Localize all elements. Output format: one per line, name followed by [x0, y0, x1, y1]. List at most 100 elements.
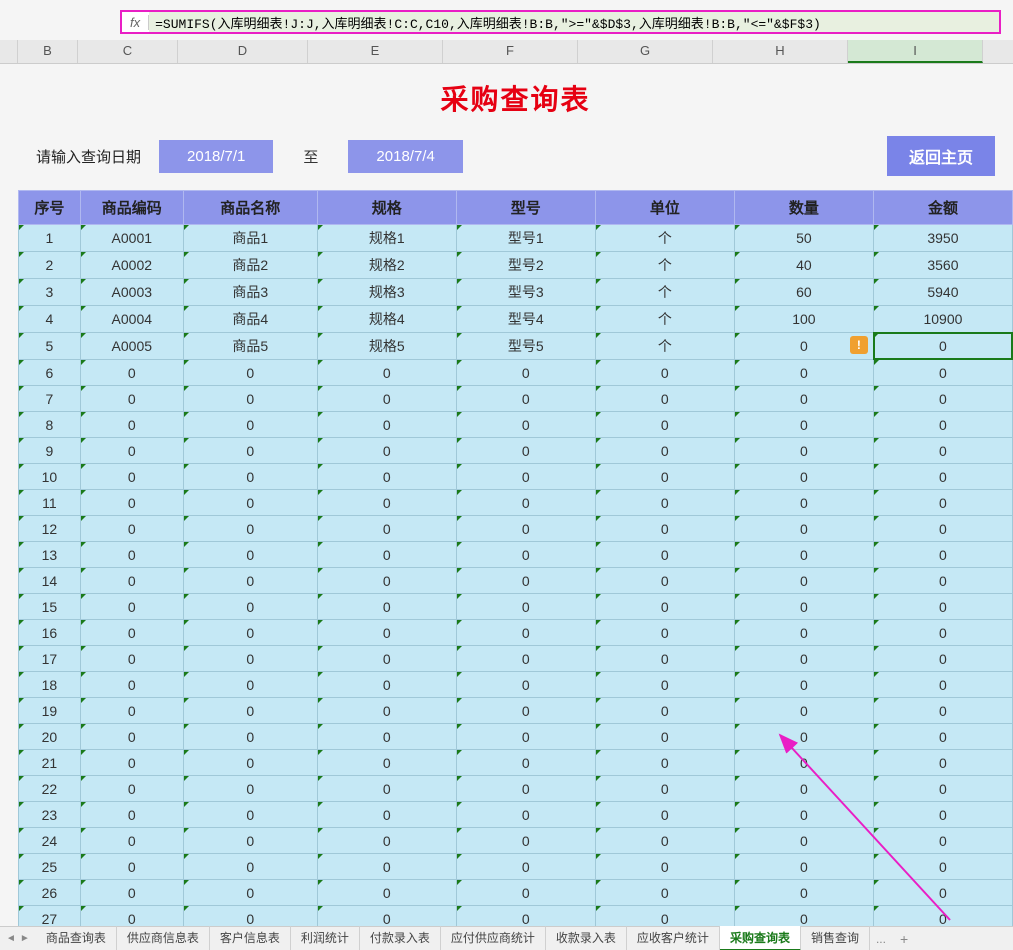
table-cell[interactable]: 0: [734, 698, 873, 724]
table-cell[interactable]: 商品2: [183, 252, 317, 279]
table-cell[interactable]: 25: [19, 854, 81, 880]
table-cell[interactable]: 0: [317, 386, 456, 412]
table-cell[interactable]: 规格4: [317, 306, 456, 333]
table-cell[interactable]: 0: [595, 542, 734, 568]
table-cell[interactable]: 0: [317, 802, 456, 828]
table-cell[interactable]: 100: [734, 306, 873, 333]
table-cell[interactable]: 0: [80, 828, 183, 854]
table-cell[interactable]: 0: [80, 594, 183, 620]
table-cell[interactable]: 0: [456, 620, 595, 646]
table-cell[interactable]: 24: [19, 828, 81, 854]
table-cell[interactable]: 0: [873, 854, 1012, 880]
table-cell[interactable]: 0: [183, 594, 317, 620]
table-cell[interactable]: 0: [456, 776, 595, 802]
table-cell[interactable]: 个: [595, 306, 734, 333]
sheet-tab[interactable]: 收款录入表: [546, 926, 627, 950]
table-cell[interactable]: A0005: [80, 333, 183, 360]
table-cell[interactable]: 0: [80, 750, 183, 776]
table-cell[interactable]: 0: [873, 828, 1012, 854]
table-cell[interactable]: 0: [873, 620, 1012, 646]
table-cell[interactable]: 0: [873, 542, 1012, 568]
table-cell[interactable]: 0: [80, 412, 183, 438]
table-cell[interactable]: 0: [595, 490, 734, 516]
table-cell[interactable]: 0: [595, 802, 734, 828]
date-to-button[interactable]: 2018/7/4: [348, 140, 462, 173]
table-cell[interactable]: 17: [19, 646, 81, 672]
table-cell[interactable]: 0: [80, 542, 183, 568]
table-cell[interactable]: 0: [595, 750, 734, 776]
table-cell[interactable]: 0: [456, 698, 595, 724]
table-cell[interactable]: 0: [595, 620, 734, 646]
sheet-tab[interactable]: 供应商信息表: [117, 926, 210, 950]
table-cell[interactable]: 0: [873, 438, 1012, 464]
table-cell[interactable]: 0: [734, 620, 873, 646]
table-cell[interactable]: 0: [317, 464, 456, 490]
table-cell[interactable]: 3950: [873, 225, 1012, 252]
table-cell[interactable]: 18: [19, 672, 81, 698]
table-cell[interactable]: 0: [734, 412, 873, 438]
table-cell[interactable]: 0: [317, 438, 456, 464]
table-cell[interactable]: 16: [19, 620, 81, 646]
column-header[interactable]: G: [578, 40, 713, 63]
table-cell[interactable]: 0: [183, 360, 317, 386]
table-cell[interactable]: 50: [734, 225, 873, 252]
table-cell[interactable]: 6: [19, 360, 81, 386]
table-cell[interactable]: 0: [183, 386, 317, 412]
table-cell[interactable]: 0: [456, 854, 595, 880]
table-cell[interactable]: 0: [873, 646, 1012, 672]
table-cell[interactable]: 9: [19, 438, 81, 464]
table-cell[interactable]: 3: [19, 279, 81, 306]
table-cell[interactable]: 0: [80, 568, 183, 594]
table-cell[interactable]: 60: [734, 279, 873, 306]
table-cell[interactable]: 型号4: [456, 306, 595, 333]
table-cell[interactable]: 0!▼: [873, 333, 1012, 360]
table-cell[interactable]: 0: [183, 724, 317, 750]
table-cell[interactable]: 0: [734, 672, 873, 698]
table-cell[interactable]: 26: [19, 880, 81, 906]
table-cell[interactable]: 0: [80, 386, 183, 412]
sheet-tab[interactable]: 付款录入表: [360, 926, 441, 950]
table-cell[interactable]: 0: [183, 620, 317, 646]
sheet-tab[interactable]: 应付供应商统计: [441, 926, 546, 950]
sheet-tab[interactable]: 销售查询: [801, 926, 870, 950]
table-cell[interactable]: 0: [183, 412, 317, 438]
table-cell[interactable]: 0: [317, 594, 456, 620]
table-cell[interactable]: 0: [183, 646, 317, 672]
column-header[interactable]: [0, 40, 18, 63]
column-header[interactable]: D: [178, 40, 308, 63]
table-cell[interactable]: 0: [80, 776, 183, 802]
table-cell[interactable]: 0: [595, 880, 734, 906]
table-cell[interactable]: 规格3: [317, 279, 456, 306]
table-cell[interactable]: 0: [873, 360, 1012, 386]
table-cell[interactable]: 0: [183, 516, 317, 542]
table-cell[interactable]: 0: [317, 542, 456, 568]
table-cell[interactable]: 0: [595, 464, 734, 490]
tabs-more[interactable]: ...: [870, 932, 892, 946]
table-cell[interactable]: 型号2: [456, 252, 595, 279]
date-from-button[interactable]: 2018/7/1: [159, 140, 273, 173]
table-cell[interactable]: 0: [734, 360, 873, 386]
column-header[interactable]: F: [443, 40, 578, 63]
table-cell[interactable]: 规格5: [317, 333, 456, 360]
table-cell[interactable]: 0: [595, 646, 734, 672]
table-cell[interactable]: 0: [317, 568, 456, 594]
table-cell[interactable]: 0: [873, 386, 1012, 412]
table-cell[interactable]: 0: [317, 698, 456, 724]
table-cell[interactable]: 个: [595, 225, 734, 252]
table-cell[interactable]: 4: [19, 306, 81, 333]
table-cell[interactable]: 0: [734, 464, 873, 490]
table-cell[interactable]: 19: [19, 698, 81, 724]
table-cell[interactable]: 0: [456, 490, 595, 516]
table-cell[interactable]: A0002: [80, 252, 183, 279]
table-cell[interactable]: 商品1: [183, 225, 317, 252]
table-cell[interactable]: 0: [873, 594, 1012, 620]
table-cell[interactable]: 0: [734, 880, 873, 906]
table-cell[interactable]: 0: [456, 412, 595, 438]
table-cell[interactable]: 0: [80, 360, 183, 386]
column-header[interactable]: E: [308, 40, 443, 63]
table-cell[interactable]: 0: [183, 880, 317, 906]
table-cell[interactable]: 0: [80, 802, 183, 828]
table-cell[interactable]: 0: [873, 880, 1012, 906]
table-cell[interactable]: 0: [456, 646, 595, 672]
table-cell[interactable]: A0001: [80, 225, 183, 252]
